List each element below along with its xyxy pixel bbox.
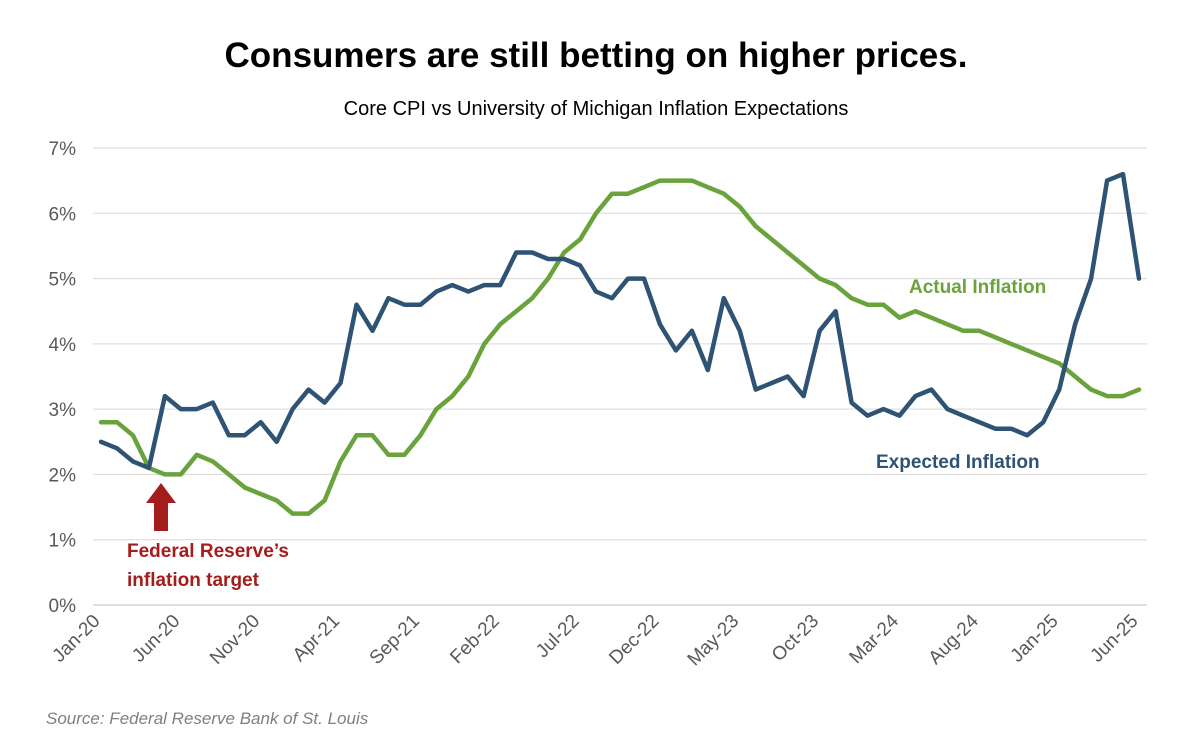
x-tick-label: Sep-21 [366, 611, 424, 669]
y-tick-label: 5% [49, 270, 77, 291]
series-lines [98, 171, 1142, 516]
legend-expected-inflation: Expected Inflation [876, 452, 1040, 473]
y-tick-label: 2% [49, 465, 77, 486]
x-tick-label: Mar-24 [846, 610, 904, 668]
annotation-line-2: inflation target [127, 570, 260, 591]
expected-inflation-line [98, 171, 1142, 471]
x-tick-label: Apr-21 [289, 611, 344, 666]
x-tick-label: Oct-23 [768, 611, 823, 666]
x-tick-label: May-23 [684, 611, 744, 671]
legend-actual-inflation: Actual Inflation [909, 277, 1046, 298]
x-tick-label: Nov-20 [206, 611, 264, 669]
y-tick-label: 6% [49, 204, 77, 225]
gridlines [93, 147, 1147, 606]
x-axis: Jan-20 Jun-20 Nov-20 Apr-21 Sep-21 Feb-22 Jul-… [49, 610, 1143, 670]
x-tick-label: Jun-25 [1087, 611, 1143, 667]
y-tick-label: 1% [49, 531, 77, 552]
x-tick-label: Jun-20 [128, 611, 184, 667]
chart-subtitle: Core CPI vs University of Michigan Infla… [343, 98, 849, 120]
y-tick-label: 3% [49, 400, 77, 421]
x-tick-label: Jul-22 [532, 611, 583, 662]
fed-target-arrow-icon [146, 483, 176, 531]
actual-inflation-line [98, 178, 1142, 516]
y-tick-label: 7% [49, 139, 77, 160]
x-tick-label: Jan-25 [1007, 611, 1063, 667]
y-tick-label: 4% [49, 335, 77, 356]
y-tick-label: 0% [49, 596, 77, 617]
annotation-line-1: Federal Reserve’s [127, 541, 289, 562]
x-tick-label: Jan-20 [49, 611, 105, 667]
x-tick-label: Aug-24 [925, 610, 983, 668]
source-note: Source: Federal Reserve Bank of St. Loui… [46, 709, 369, 728]
y-axis: 0% 1% 2% 3% 4% 5% 6% 7% [49, 139, 77, 617]
x-tick-label: Feb-22 [446, 611, 503, 668]
chart-title: Consumers are still betting on higher pr… [224, 36, 968, 75]
x-tick-label: Dec-22 [605, 611, 663, 669]
